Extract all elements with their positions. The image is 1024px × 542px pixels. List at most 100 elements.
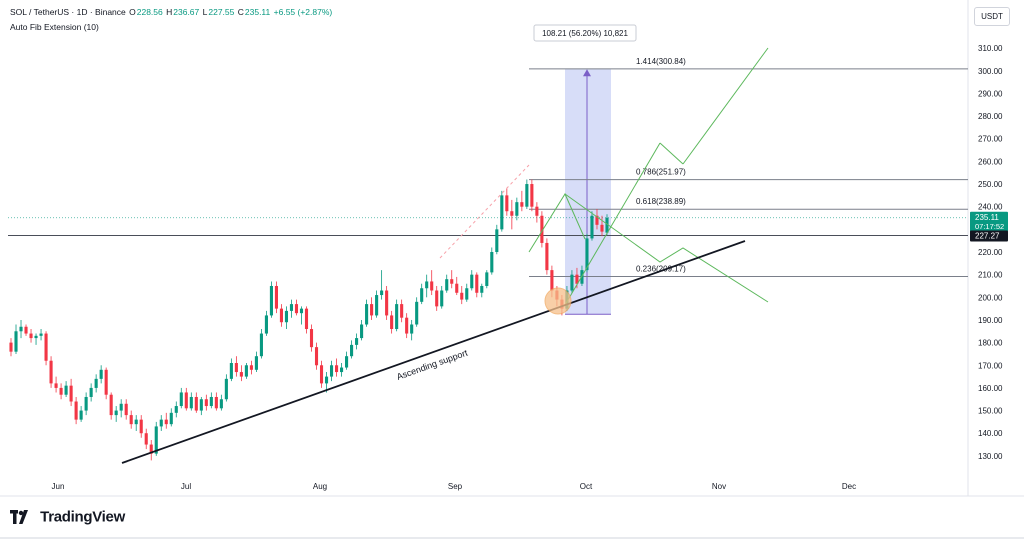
y-tick-label: 130.00	[978, 452, 1003, 461]
candle-body	[505, 195, 509, 212]
candle-body	[350, 344, 354, 357]
candle	[84, 392, 88, 416]
candle	[540, 211, 544, 248]
candle-body	[445, 279, 449, 291]
candle-body	[540, 215, 544, 243]
candle	[169, 408, 173, 427]
candle-body	[89, 387, 93, 397]
candle-body	[475, 274, 479, 293]
high-value: 236.67	[173, 7, 200, 17]
candle	[119, 399, 123, 418]
candle-body	[254, 356, 258, 370]
candle-body	[435, 290, 439, 307]
y-tick-label: 240.00	[978, 203, 1003, 212]
candle-body	[169, 412, 173, 425]
candle-body	[605, 217, 609, 233]
candle	[309, 324, 314, 352]
candle-body	[149, 444, 153, 454]
candle	[264, 310, 268, 336]
candle-body	[269, 285, 273, 316]
candle	[289, 299, 294, 318]
currency-button[interactable]: USDT	[974, 7, 1010, 26]
candle-body	[109, 394, 113, 416]
candle	[500, 190, 504, 232]
candle	[455, 276, 459, 296]
candle-body	[500, 195, 504, 230]
candle	[329, 360, 334, 382]
projection-target-line	[682, 47, 769, 165]
price-tag-label: 235.11	[975, 213, 999, 222]
candle-body	[54, 383, 58, 388]
candle-body	[515, 202, 519, 216]
fib-level-label: 0.236(209.17)	[636, 265, 686, 274]
candle	[515, 197, 519, 221]
candle	[214, 392, 218, 411]
candle	[54, 376, 58, 393]
tradingview-footer[interactable]: TradingView	[10, 508, 125, 526]
candle	[114, 406, 118, 422]
candle	[104, 367, 108, 400]
x-tick-label: Aug	[313, 482, 327, 491]
candle-body	[204, 399, 208, 407]
projection-path-line	[564, 193, 769, 303]
close-value: 235.11	[244, 7, 271, 17]
candle	[460, 285, 464, 305]
open-value: 228.56	[136, 7, 163, 17]
indicator-label[interactable]: Auto Fib Extension (10)	[10, 22, 99, 32]
candle-body	[249, 365, 253, 370]
candle	[319, 360, 324, 388]
candle-body	[154, 426, 158, 454]
candle-body	[304, 308, 309, 330]
symbol-label[interactable]: SOL / TetherUS · 1D · Binance	[10, 7, 126, 17]
candle	[99, 365, 103, 384]
candle-body	[600, 224, 604, 232]
candle	[269, 281, 273, 318]
candle	[234, 356, 238, 377]
candle-body	[425, 281, 429, 289]
candle	[44, 331, 48, 366]
candle-body	[284, 310, 289, 323]
candle-body	[415, 301, 419, 325]
candle	[430, 270, 434, 296]
candle	[109, 392, 113, 420]
candle-body	[510, 211, 514, 216]
candle-body	[184, 392, 188, 409]
candle	[495, 224, 499, 255]
candle	[440, 285, 444, 309]
candle	[64, 381, 68, 397]
measure-label-box	[533, 24, 637, 42]
candle-body	[29, 333, 33, 339]
candle	[189, 392, 193, 411]
candle	[595, 208, 599, 230]
change-value: +6.55 (+2.87%)	[273, 7, 333, 17]
candle	[229, 358, 233, 382]
candle-body	[124, 403, 128, 416]
y-tick-label: 290.00	[978, 89, 1003, 98]
candle-body	[334, 365, 339, 373]
candle-body	[189, 396, 193, 409]
candle	[445, 274, 449, 293]
candle	[420, 283, 424, 305]
candle	[505, 188, 509, 216]
candle-body	[340, 367, 344, 373]
low-value: 227.55	[208, 7, 235, 17]
candle-body	[264, 315, 268, 334]
candle-body	[395, 304, 399, 330]
high-label: H	[166, 7, 173, 17]
y-tick-label: 280.00	[978, 112, 1003, 121]
candle-body	[375, 295, 379, 316]
candle-body	[430, 281, 434, 291]
price-tag-box	[970, 230, 1008, 242]
candle-body	[49, 360, 53, 384]
candle-body	[299, 308, 304, 314]
candle-body	[314, 347, 319, 366]
candle	[380, 270, 384, 300]
measure-label: 108.21 (56.20%) 10,821	[542, 29, 628, 38]
candle	[485, 270, 489, 289]
candle-body	[94, 378, 98, 388]
candle	[219, 394, 223, 411]
candle-body	[345, 356, 349, 368]
candle-body	[355, 338, 359, 345]
candle-body	[199, 399, 203, 411]
